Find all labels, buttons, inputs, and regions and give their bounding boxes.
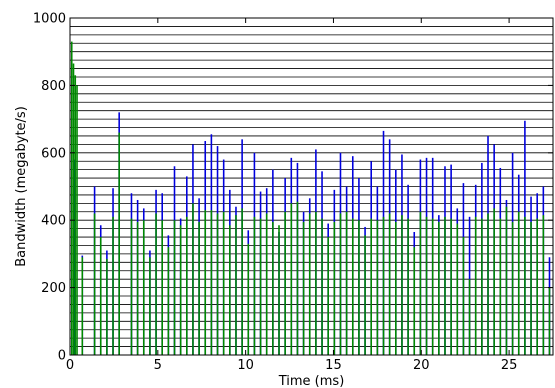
green-bar: [253, 216, 256, 355]
bars: [70, 41, 551, 356]
green-bar: [296, 201, 299, 355]
green-bar: [370, 218, 373, 355]
green-bar: [118, 132, 120, 355]
green-bar: [382, 216, 385, 355]
green-bar: [130, 218, 133, 355]
green-bar: [456, 223, 459, 355]
green-bar: [290, 203, 293, 355]
x-tick-label: 0: [66, 358, 74, 373]
green-bar: [542, 215, 545, 355]
plot-frame: [69, 17, 554, 356]
x-tick-label: 5: [154, 358, 162, 373]
green-bar: [530, 221, 532, 355]
green-bar: [327, 237, 329, 355]
green-bar: [468, 279, 471, 355]
green-bar: [505, 206, 508, 355]
green-bar: [462, 237, 465, 355]
green-bar: [548, 287, 551, 355]
green-bar: [136, 221, 139, 355]
green-bar: [81, 257, 84, 355]
green-bar: [364, 235, 366, 355]
green-bar: [204, 210, 207, 355]
green-bar: [112, 216, 114, 355]
green-bar: [401, 215, 403, 355]
green-bar: [72, 63, 75, 356]
green-bar: [499, 218, 502, 355]
green-bar: [272, 221, 274, 355]
green-bar: [186, 216, 188, 355]
green-bar: [222, 211, 225, 355]
y-tick-label: 600: [41, 146, 66, 161]
green-bar: [265, 213, 268, 355]
green-bar: [493, 208, 495, 355]
green-bar: [345, 211, 348, 355]
green-bar: [229, 225, 231, 355]
green-bar: [302, 221, 305, 355]
green-bar: [192, 203, 194, 355]
green-bar: [106, 258, 108, 355]
green-bar: [247, 243, 250, 355]
grid-lines: [70, 26, 553, 347]
green-bar: [321, 218, 323, 355]
green-bar: [179, 225, 182, 355]
green-bar: [511, 221, 514, 355]
green-bar: [210, 210, 213, 355]
green-bar: [444, 216, 446, 355]
green-bar: [333, 221, 336, 355]
green-bar: [376, 220, 379, 355]
green-bar: [388, 213, 391, 355]
green-bar: [241, 208, 243, 355]
green-bar: [284, 211, 286, 355]
x-tick-label: 10: [237, 358, 254, 373]
blue-bar: [73, 159, 76, 355]
x-axis-label: Time (ms): [278, 374, 345, 388]
green-bar: [339, 213, 342, 355]
green-bar: [450, 218, 452, 355]
green-bar: [278, 225, 280, 355]
green-bar: [413, 247, 416, 355]
green-bar: [99, 237, 102, 355]
green-bar: [155, 213, 157, 355]
green-bar: [407, 218, 409, 355]
green-bar: [431, 218, 434, 355]
green-bar: [395, 221, 397, 355]
x-tick-label: 20: [413, 358, 430, 373]
green-bar: [161, 220, 163, 355]
x-tick-label: 15: [325, 358, 342, 373]
axis-ticks: 0 5 10 15 20 25 0 200 400 600 800 1000: [33, 12, 553, 373]
green-bar: [149, 257, 151, 355]
green-bar: [315, 211, 317, 355]
green-bar: [259, 218, 262, 355]
green-bar: [425, 216, 428, 355]
green-bar: [517, 211, 520, 355]
green-bar: [481, 218, 483, 355]
y-tick-label: 800: [41, 79, 66, 94]
green-bar: [536, 218, 538, 355]
green-bar: [235, 215, 237, 355]
y-tick-label: 400: [41, 214, 66, 229]
y-tick-label: 200: [41, 281, 66, 296]
green-bar: [167, 247, 170, 355]
x-tick-label: 25: [501, 358, 518, 373]
green-bar: [524, 216, 526, 355]
green-bar: [76, 85, 78, 356]
green-bar: [419, 211, 422, 355]
green-bar: [474, 216, 477, 355]
green-bar: [173, 220, 176, 355]
green-bar: [93, 213, 96, 355]
green-bar: [308, 213, 311, 355]
green-bar: [142, 220, 145, 355]
green-bar: [70, 41, 73, 356]
y-axis-label: Bandwidth (megabyte/s): [14, 106, 29, 267]
green-bar: [438, 221, 440, 355]
green-bar: [216, 213, 219, 355]
green-bar: [351, 218, 354, 355]
y-tick-label: 1000: [33, 12, 66, 27]
y-tick-label: 0: [58, 349, 66, 364]
green-bar: [358, 220, 360, 355]
green-bar: [74, 75, 77, 355]
green-bar: [487, 213, 489, 355]
green-bar: [198, 221, 200, 355]
